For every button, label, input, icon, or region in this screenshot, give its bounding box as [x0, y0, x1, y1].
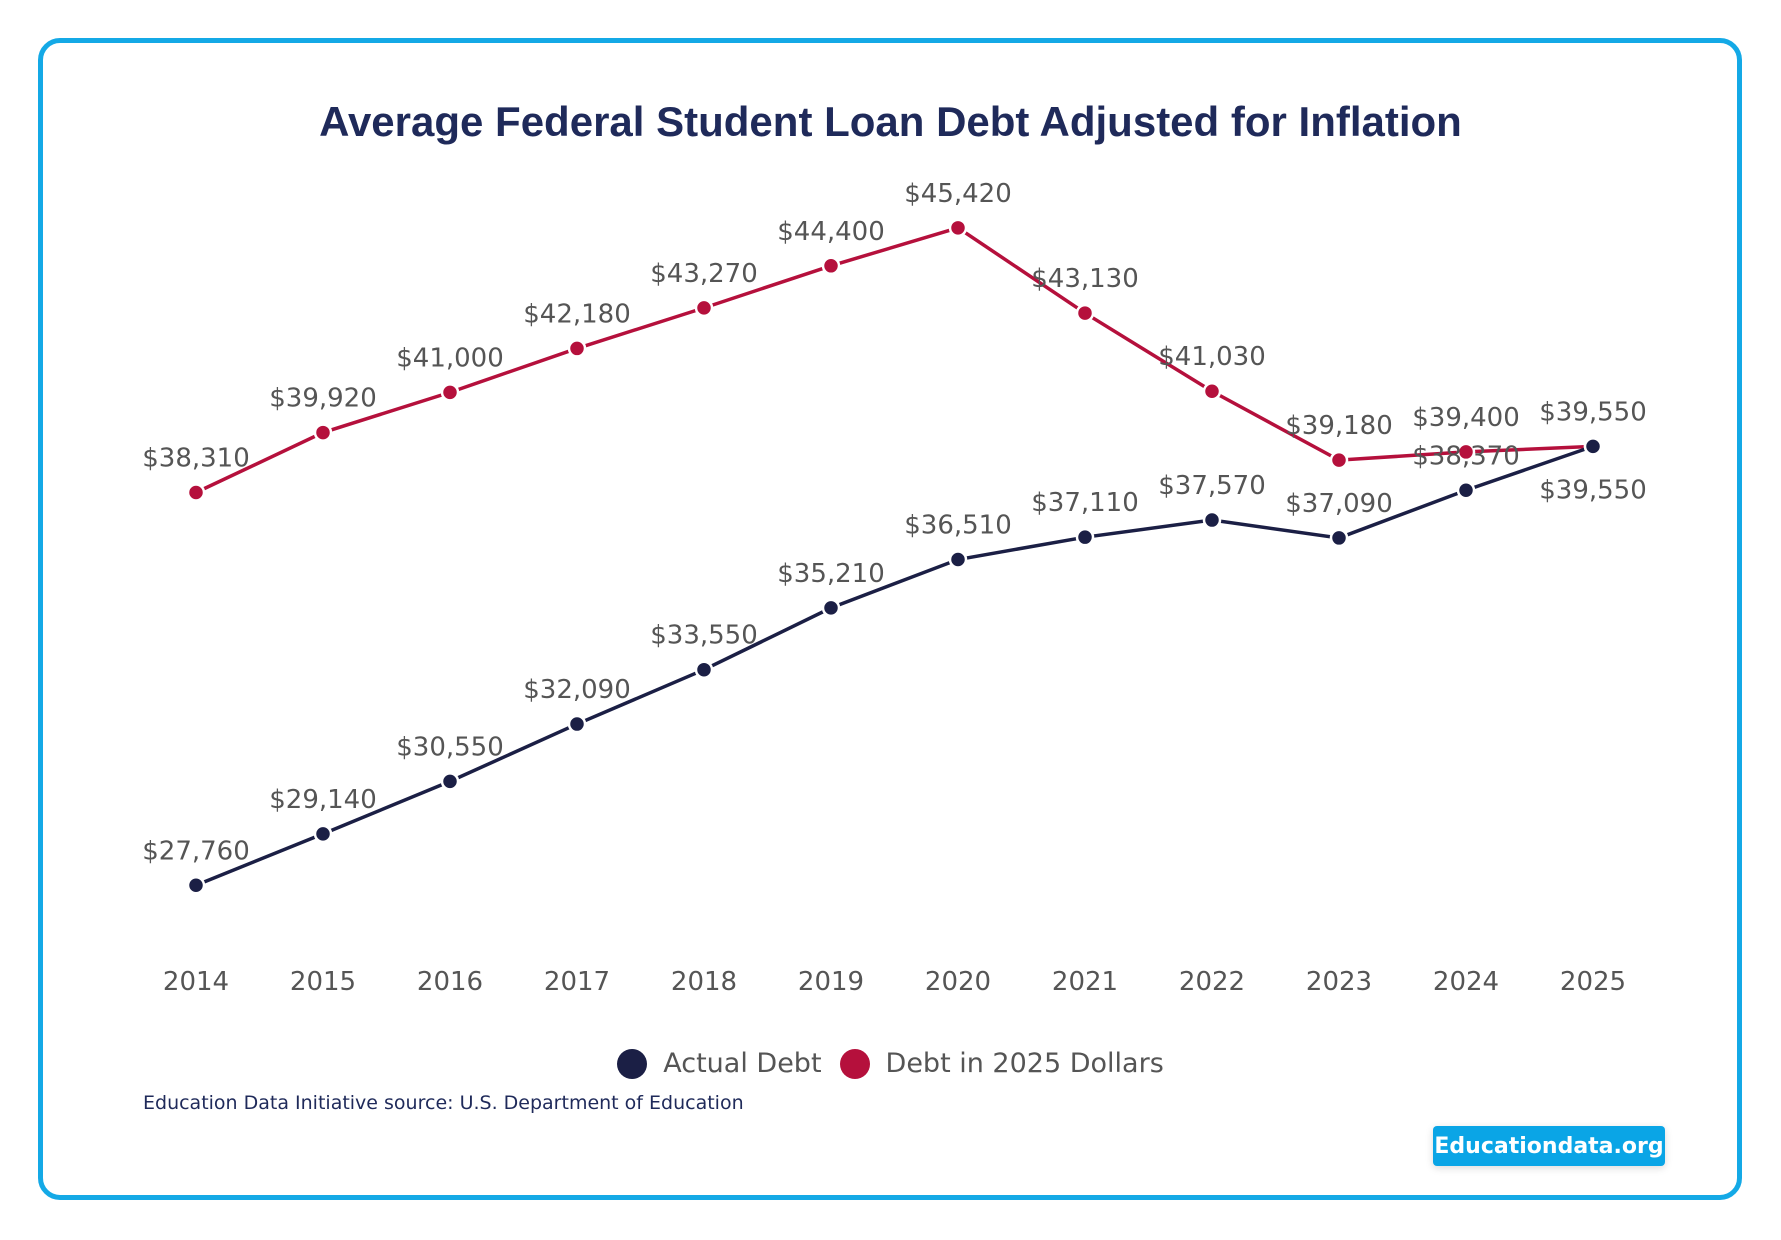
data-point: [1075, 527, 1095, 547]
data-label: $43,270: [650, 259, 758, 289]
data-label: $37,090: [1285, 489, 1393, 519]
legend-marker-icon: [839, 1048, 870, 1079]
data-label: $39,550: [1539, 475, 1647, 505]
data-point: [313, 423, 333, 442]
data-label: $27,760: [142, 836, 250, 866]
data-point: [694, 660, 714, 679]
brand-badge[interactable]: Educationdata.org: [1433, 1126, 1665, 1166]
data-label: $41,030: [1158, 342, 1266, 372]
data-label: $30,550: [396, 732, 504, 762]
data-point: [1456, 481, 1476, 500]
series-line-1: [195, 225, 1594, 495]
data-point: [948, 218, 968, 238]
data-point: [694, 298, 714, 318]
data-label: $37,570: [1158, 471, 1266, 501]
x-tick-label: 2025: [1560, 967, 1626, 997]
data-label: $38,370: [1412, 441, 1520, 471]
legend-marker-icon: [617, 1048, 648, 1079]
data-point: [567, 714, 587, 734]
data-point: [821, 256, 841, 276]
x-tick-label: 2019: [798, 967, 864, 997]
data-point: [1329, 450, 1349, 470]
data-label: $44,400: [777, 217, 885, 247]
data-point: [1202, 381, 1222, 401]
data-label: $39,550: [1539, 397, 1647, 427]
data-point: [440, 772, 460, 791]
data-label: $33,550: [650, 621, 758, 651]
source-note: Education Data Initiative source: U.S. D…: [143, 1092, 744, 1114]
data-point: [186, 876, 206, 895]
data-label: $35,210: [777, 559, 885, 589]
x-tick-label: 2022: [1179, 967, 1245, 997]
data-point: [567, 339, 587, 358]
x-tick-label: 2021: [1052, 967, 1118, 997]
legend-label: Actual Debt: [663, 1048, 822, 1079]
data-label: $36,510: [904, 511, 1012, 541]
data-label: $39,400: [1412, 403, 1520, 433]
data-point: [440, 383, 460, 402]
x-tick-label: 2018: [671, 967, 737, 997]
legend-item-actual-debt[interactable]: Actual Debt: [617, 1048, 822, 1079]
x-tick-label: 2014: [163, 967, 229, 997]
data-point: [1329, 528, 1349, 548]
data-label: $42,180: [523, 299, 631, 329]
data-point: [1456, 442, 1476, 462]
chart-frame: [38, 38, 1742, 1200]
x-tick-label: 2023: [1306, 967, 1372, 997]
x-tick-label: 2015: [290, 967, 356, 997]
x-tick-label: 2020: [925, 967, 991, 997]
legend-label: Debt in 2025 Dollars: [885, 1048, 1164, 1079]
data-label: $39,180: [1285, 411, 1393, 441]
data-label: $32,090: [523, 675, 631, 705]
x-tick-label: 2016: [417, 967, 483, 997]
chart-title: Average Federal Student Loan Debt Adjust…: [319, 98, 1462, 145]
data-point: [313, 824, 333, 844]
data-label: $45,420: [904, 179, 1012, 209]
data-label: $39,920: [269, 384, 377, 414]
data-point: [948, 550, 968, 569]
legend-item-debt-2025-dollars[interactable]: Debt in 2025 Dollars: [839, 1048, 1164, 1079]
data-point: [1075, 303, 1095, 323]
data-label: $37,110: [1031, 488, 1139, 518]
data-point: [1583, 437, 1603, 456]
data-label: $41,000: [396, 343, 504, 373]
data-label: $38,310: [142, 444, 250, 474]
x-tick-label: 2024: [1433, 967, 1499, 997]
x-tick-label: 2017: [544, 967, 610, 997]
data-point: [821, 598, 841, 618]
data-label: $43,130: [1031, 264, 1139, 294]
series-line-0: [195, 444, 1594, 887]
data-point: [186, 483, 206, 502]
data-point: [1202, 510, 1222, 530]
data-label: $29,140: [269, 785, 377, 815]
legend: Actual Debt Debt in 2025 Dollars: [0, 1048, 1781, 1079]
